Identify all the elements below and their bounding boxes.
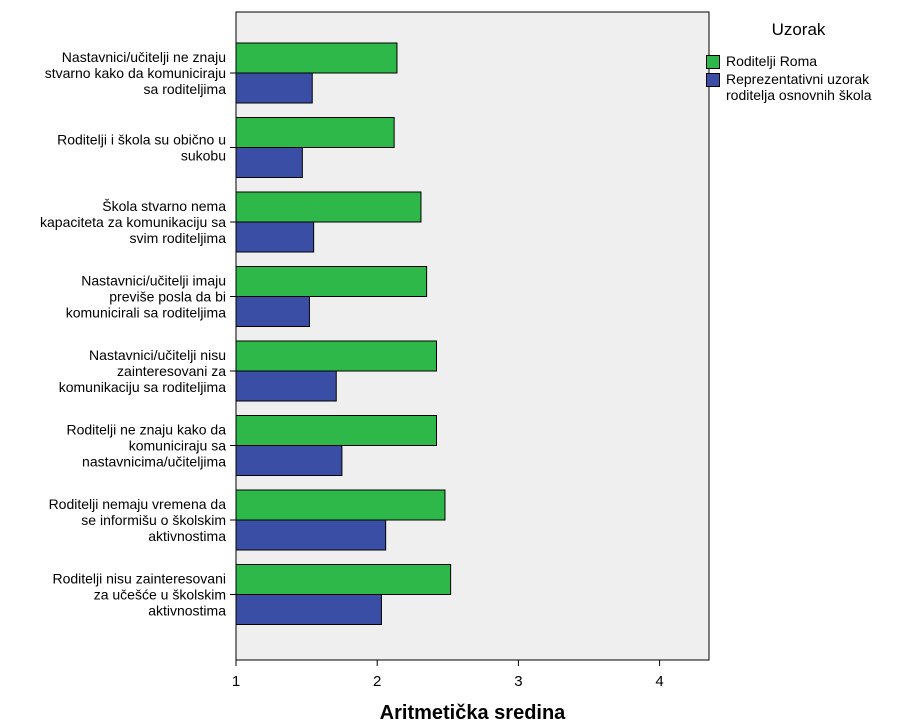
bar-roma-1 xyxy=(235,42,398,74)
category-label: Škola stvarno nema xyxy=(102,198,226,214)
category-label: aktivnostima xyxy=(148,528,226,544)
bar-reprezentativni-1 xyxy=(235,72,313,104)
x-axis: 1 2 3 4 xyxy=(232,660,664,690)
x-tick-label: 1 xyxy=(232,673,240,690)
bar-roma-3 xyxy=(235,191,422,223)
bar-reprezentativni-6 xyxy=(235,445,343,476)
x-tick-label: 2 xyxy=(373,673,381,690)
category-label: Nastavnici/učitelji nisu xyxy=(89,347,226,363)
bar-reprezentativni-7 xyxy=(235,519,387,551)
category-label: stvarno kako da komuniciraju xyxy=(45,65,226,81)
category-label: svim roditeljima xyxy=(130,230,227,246)
bar-roma-7 xyxy=(235,489,446,521)
bar-roma-4 xyxy=(235,266,428,297)
legend-label: Roditelji Roma xyxy=(726,53,818,69)
bar-reprezentativni-3 xyxy=(235,221,315,253)
category-label: Roditelji nisu zainteresovani xyxy=(52,571,226,587)
bar-reprezentativni-2 xyxy=(235,147,303,178)
legend-label: Reprezentativni uzorak roditelja osnovnih… xyxy=(726,71,872,103)
bar-roma-6 xyxy=(235,415,437,446)
bar-reprezentativni-5 xyxy=(235,370,337,402)
category-label: Roditelji i škola su obično u xyxy=(57,132,226,148)
legend: Uzorak Roditelji Roma Reprezentativni uzo… xyxy=(706,20,901,105)
x-tick-label: 3 xyxy=(514,673,522,690)
legend-items: Roditelji Roma Reprezentativni uzorak rodi… xyxy=(706,53,901,103)
category-label: kapaciteta za komunikaciju sa xyxy=(40,214,226,230)
bar-roma-8 xyxy=(235,564,452,595)
bar-reprezentativni-4 xyxy=(235,296,310,327)
category-label: komuniciraju sa xyxy=(129,438,226,454)
category-label: sa roditeljima xyxy=(144,81,227,97)
x-axis-title: Aritmetička sredina xyxy=(379,702,566,724)
bar-reprezentativni-8 xyxy=(235,594,382,625)
category-label: nastavnicima/učiteljima xyxy=(82,454,226,470)
category-label: Nastavnici/učitelji ne znaju xyxy=(62,49,226,65)
category-label: previše posla da bi xyxy=(109,289,226,305)
legend-item: Roditelji Roma xyxy=(706,53,901,69)
legend-title: Uzorak xyxy=(771,20,826,39)
legend-swatch xyxy=(706,73,720,87)
category-label: Roditelji nemaju vremena da xyxy=(49,496,227,512)
plot-area xyxy=(235,11,710,661)
category-label: Roditelji ne znaju kako da xyxy=(66,422,226,438)
bar-roma-5 xyxy=(235,340,437,372)
category-label: sukobu xyxy=(181,148,226,164)
category-label: zainteresovani za xyxy=(117,363,226,379)
bars-group xyxy=(235,42,452,625)
bar-roma-2 xyxy=(235,117,395,148)
category-label: Nastavnici/učitelji imaju xyxy=(81,273,226,289)
category-label: se informišu o školskim xyxy=(81,512,226,528)
category-label: komunikaciju sa roditeljima xyxy=(59,379,227,395)
legend-swatch xyxy=(706,55,720,69)
category-label: za učešće u školskim xyxy=(94,587,226,603)
category-label: aktivnostima xyxy=(148,603,226,619)
x-tick-label: 4 xyxy=(655,673,663,690)
legend-item: Reprezentativni uzorak roditelja osnovnih… xyxy=(706,71,901,103)
category-label: komunicirali sa roditeljima xyxy=(66,305,226,321)
